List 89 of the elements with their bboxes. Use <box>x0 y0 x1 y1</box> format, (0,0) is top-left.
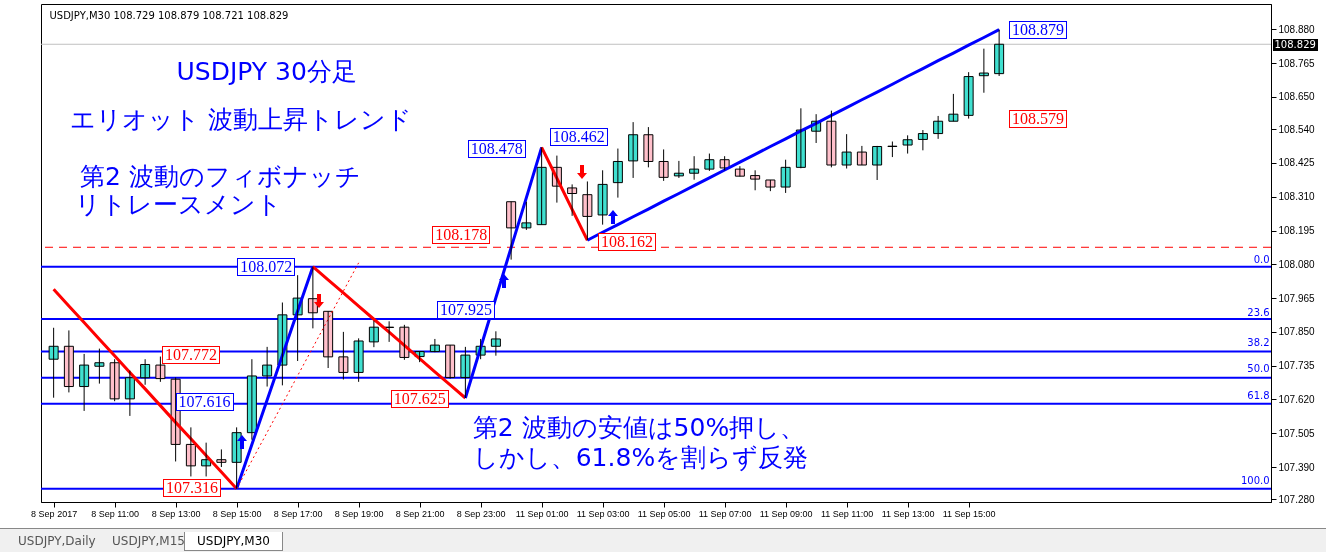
annotation: 108.072 <box>237 257 296 276</box>
ref-line-label: 108.829 <box>1272 38 1318 51</box>
annotation: 108.162 <box>598 233 657 252</box>
candlestick <box>841 133 852 170</box>
annotation: 107.316 <box>162 478 221 497</box>
y-tick-label: 108.540 <box>1278 123 1316 135</box>
candlestick <box>597 169 608 226</box>
candlestick <box>643 126 654 168</box>
annotation: 108.879 <box>1009 21 1068 40</box>
x-tick-label: 11 Sep 11:00 <box>821 508 874 519</box>
annotation: 50.0 <box>1247 363 1270 375</box>
y-tick-label: 107.735 <box>1278 360 1316 372</box>
x-tick-label: 8 Sep 19:00 <box>334 508 384 519</box>
candlestick <box>734 165 745 177</box>
candlestick <box>460 346 471 399</box>
y-tick-label: 107.620 <box>1278 393 1316 405</box>
candlestick <box>338 331 349 380</box>
candlestick <box>719 155 730 171</box>
annotation: 108.478 <box>467 139 526 158</box>
annotation: 108.178 <box>432 226 491 245</box>
x-tick-label: 11 Sep 03:00 <box>576 508 630 519</box>
x-tick-label: 11 Sep 05:00 <box>637 508 691 519</box>
y-tick-label: 108.425 <box>1278 157 1316 169</box>
candlestick <box>978 48 989 94</box>
candlestick <box>536 146 547 226</box>
annotation: 107.616 <box>175 393 234 412</box>
annotation: 107.625 <box>390 390 449 409</box>
candlestick <box>231 426 242 490</box>
candlestick <box>109 358 120 402</box>
candlestick <box>902 134 913 155</box>
y-tick-label: 107.280 <box>1278 493 1316 505</box>
candlestick <box>780 159 791 194</box>
candlestick <box>216 448 227 468</box>
annotation: 61.8 <box>1247 390 1270 402</box>
candlestick <box>704 153 715 172</box>
text: USDJPY,M15 <box>111 533 186 550</box>
x-tick-label: 8 Sep 17:00 <box>273 508 323 519</box>
candlestick <box>48 327 59 399</box>
annotation: USDJPY 30分足 <box>176 57 357 87</box>
candlestick <box>521 201 532 231</box>
candlestick <box>963 71 974 120</box>
annotation: 107.772 <box>162 346 221 365</box>
x-tick-label: 11 Sep 07:00 <box>698 508 752 519</box>
annotation: 107.925 <box>436 300 495 319</box>
candlestick <box>765 179 776 192</box>
y-tick-label: 107.965 <box>1278 292 1316 304</box>
x-tick-label: 11 Sep 09:00 <box>759 508 813 519</box>
x-tick-label: 8 Sep 13:00 <box>151 508 201 519</box>
candlestick <box>94 348 105 385</box>
y-tick-label: 107.850 <box>1278 326 1316 338</box>
annotation: 23.6 <box>1247 306 1270 318</box>
candlestick <box>948 93 959 122</box>
candlestick <box>353 337 364 383</box>
y-tick-label: 108.650 <box>1278 91 1316 103</box>
annotation: 第2 波動の安値は50%押し、 <box>472 413 806 443</box>
annotation: 108.579 <box>1009 109 1068 128</box>
x-tick-label: 8 Sep 23:00 <box>456 508 506 519</box>
y-tick-label: 108.310 <box>1278 191 1316 203</box>
x-tick-label: 11 Sep 15:00 <box>942 508 996 519</box>
annotation: エリオット 波動上昇トレンド <box>70 104 413 134</box>
y-tick-label: 107.505 <box>1278 427 1316 439</box>
annotation: 108.462 <box>549 127 608 146</box>
x-tick-label: 8 Sep 21:00 <box>395 508 445 519</box>
y-tick-label: 108.080 <box>1278 258 1316 270</box>
candlestick <box>826 110 837 168</box>
text: USDJPY,Daily <box>17 533 97 550</box>
candlestick <box>582 180 593 241</box>
annotation: リトレースメント <box>75 190 283 220</box>
y-tick-label: 108.195 <box>1278 225 1316 237</box>
line-series <box>540 145 589 242</box>
candlestick <box>689 155 700 181</box>
x-tick-label: 11 Sep 01:00 <box>515 508 569 519</box>
x-tick-label: 8 Sep 15:00 <box>212 508 262 519</box>
annotation: 第2 波動のフィボナッチ <box>80 161 361 191</box>
x-tick-label: 11 Sep 13:00 <box>881 508 935 519</box>
annotation: 38.2 <box>1247 337 1270 349</box>
x-tick-label: 8 Sep 2017 <box>31 508 78 519</box>
y-tick-label: 107.390 <box>1278 461 1316 473</box>
annotation: 0.0 <box>1253 253 1270 265</box>
candlestick <box>750 169 761 191</box>
y-tick-label: 108.880 <box>1278 23 1316 35</box>
annotation: しかし、61.8%を割らず反発 <box>472 442 809 472</box>
x-tick-label: 8 Sep 11:00 <box>91 508 140 519</box>
y-tick-label: 108.765 <box>1278 57 1316 69</box>
candlestick <box>658 148 669 182</box>
candlestick <box>673 160 684 179</box>
annotation: 100.0 <box>1240 474 1270 486</box>
candlestick <box>155 356 166 383</box>
text: USDJPY,M30 108.729 108.879 108.721 108.829 <box>49 9 289 21</box>
